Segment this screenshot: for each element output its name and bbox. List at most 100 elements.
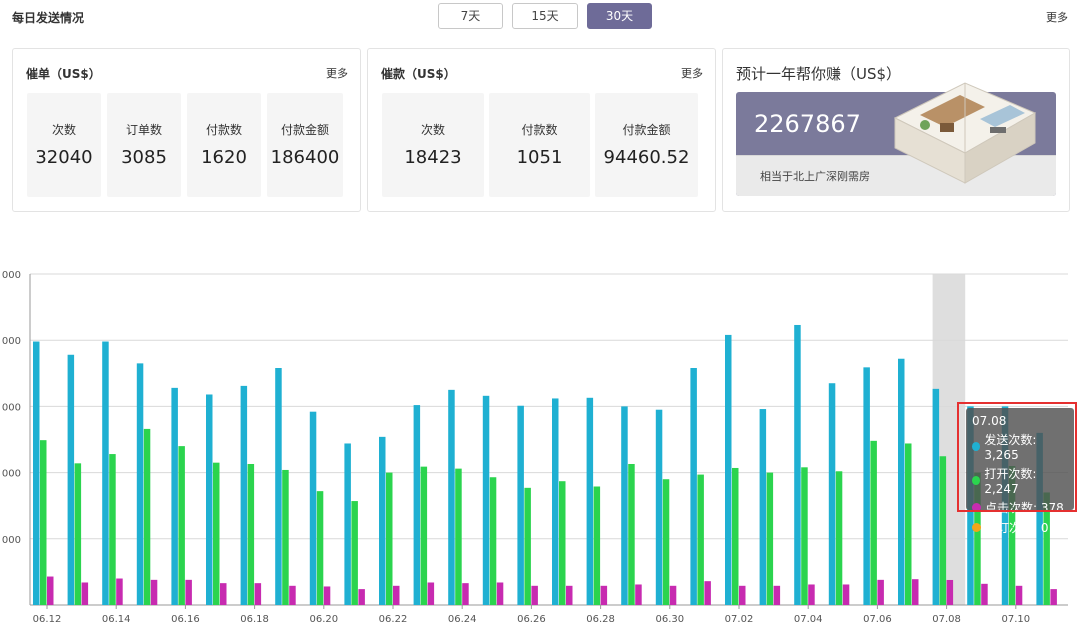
stat-label: 订单数 <box>125 123 162 137</box>
x-tick-label: 06.30 <box>655 614 684 625</box>
bar-点击次数-07.04 <box>808 584 815 605</box>
card-more-link[interactable]: 更多 <box>326 67 348 80</box>
x-tick-label: 06.12 <box>33 614 62 625</box>
card-cuikuan: 催款（US$） 更多 次数 18423 付款数 1051 付款金额 94460.… <box>367 48 716 212</box>
stat-value: 32040 <box>35 147 93 168</box>
bar-点击次数-07.09 <box>981 583 988 605</box>
bar-打开次数-06.27 <box>559 481 566 605</box>
bar-打开次数-07.05 <box>835 471 843 605</box>
stat-value: 1051 <box>516 147 563 168</box>
card-more-link[interactable]: 更多 <box>681 67 703 80</box>
bar-打开次数-07.06 <box>870 440 877 605</box>
bar-发送次数-06.13 <box>67 354 75 605</box>
bar-发送次数-06.26 <box>517 405 524 605</box>
bar-发送次数-06.23 <box>413 405 421 605</box>
legend-dot-open <box>972 476 981 485</box>
bar-点击次数-06.21 <box>358 589 365 605</box>
card-title: 催款（US$） <box>381 67 456 81</box>
tooltip-row-open: 打开次数: 2,247 <box>972 465 1068 496</box>
bar-点击次数-06.23 <box>427 582 435 605</box>
bar-发送次数-06.27 <box>552 398 559 605</box>
bar-发送次数-06.15 <box>136 363 144 605</box>
bar-打开次数-07.08 <box>939 456 947 605</box>
bar-发送次数-06.28 <box>586 397 594 605</box>
stat-box: 付款金额 186400 <box>267 93 343 197</box>
daily-send-chart: 000 000 000 000 000 06.12 06.14 06.16 06.18 06.20… <box>2 270 1068 625</box>
bar-发送次数-07.01 <box>690 368 697 605</box>
bar-发送次数-06.19 <box>275 368 282 605</box>
stat-value: 94460.52 <box>603 147 690 168</box>
bar-点击次数-06.17 <box>220 583 227 605</box>
more-link[interactable]: 更多 <box>1046 11 1068 24</box>
bar-发送次数-06.22 <box>379 436 386 605</box>
legend-dot-click <box>972 503 981 512</box>
y-tick-label: 000 <box>2 402 21 413</box>
x-tick-label: 07.10 <box>1001 614 1030 625</box>
bar-点击次数-07.03 <box>773 585 781 605</box>
page-title: 每日发送情况 <box>12 11 85 25</box>
bar-点击次数-06.19 <box>289 585 296 605</box>
tooltip-unsub: 退订次数: 0 <box>985 521 1049 535</box>
stat-label: 付款数 <box>205 123 242 137</box>
card-title: 催单（US$） <box>26 67 101 81</box>
bar-点击次数-07.11 <box>1050 589 1057 605</box>
bar-发送次数-07.04 <box>794 324 801 605</box>
bar-发送次数-06.29 <box>621 406 628 605</box>
bar-打开次数-06.30 <box>662 479 670 605</box>
bar-点击次数-06.12 <box>47 576 54 605</box>
bar-发送次数-07.02 <box>725 334 732 605</box>
bar-打开次数-06.20 <box>316 491 324 605</box>
bar-打开次数-07.03 <box>766 472 774 605</box>
y-tick-label: 000 <box>2 535 21 546</box>
card-title: 预计一年帮你赚（US$） <box>736 65 902 83</box>
range-7-days-button[interactable]: 7天 <box>438 3 503 29</box>
bar-发送次数-07.11 <box>1036 432 1043 605</box>
bar-打开次数-07.07 <box>905 443 912 605</box>
bar-点击次数-07.05 <box>842 584 850 605</box>
bar-打开次数-06.24 <box>455 468 462 605</box>
bar-发送次数-06.21 <box>344 443 351 605</box>
bar-打开次数-06.28 <box>593 486 601 605</box>
bar-点击次数-06.18 <box>254 583 262 605</box>
bar-点击次数-06.22 <box>393 585 400 605</box>
stat-value: 18423 <box>404 147 462 168</box>
x-tick-label: 07.06 <box>863 614 892 625</box>
x-tick-label: 06.18 <box>240 614 269 625</box>
stat-label: 付款数 <box>521 123 558 137</box>
bar-点击次数-06.20 <box>323 586 331 605</box>
bar-打开次数-06.29 <box>628 463 635 605</box>
tooltip-open: 打开次数: 2,247 <box>984 467 1037 496</box>
bar-打开次数-06.22 <box>386 472 393 605</box>
bar-打开次数-07.01 <box>697 474 704 605</box>
bar-打开次数-07.02 <box>732 467 739 605</box>
stat-label: 次数 <box>51 123 76 137</box>
bar-发送次数-06.16 <box>171 387 178 605</box>
range-15-days-button[interactable]: 15天 <box>512 3 578 29</box>
x-tick-label: 06.22 <box>379 614 408 625</box>
bar-打开次数-06.16 <box>178 446 185 605</box>
stat-label: 次数 <box>420 123 445 137</box>
bar-点击次数-07.02 <box>739 585 746 605</box>
bar-发送次数-06.18 <box>240 385 248 605</box>
earnings-note: 相当于北上广深刚需房 <box>760 170 870 183</box>
x-tick-label: 07.04 <box>794 614 823 625</box>
stat-box: 付款数 1051 <box>489 93 590 197</box>
y-tick-label: 000 <box>2 469 21 480</box>
legend-dot-unsub <box>972 523 981 532</box>
bar-发送次数-07.07 <box>898 358 905 605</box>
stat-label: 付款金额 <box>280 123 329 137</box>
x-tick-label: 06.28 <box>586 614 615 625</box>
tooltip-row-unsub: 退订次数: 0 <box>972 519 1068 536</box>
bar-点击次数-07.06 <box>877 579 884 605</box>
bar-打开次数-07.11 <box>1043 492 1050 605</box>
range-30-days-button[interactable]: 30天 <box>587 3 652 29</box>
bar-打开次数-06.14 <box>109 454 116 605</box>
stat-box: 次数 18423 <box>382 93 484 197</box>
bar-打开次数-07.09 <box>974 472 981 605</box>
bar-打开次数-06.21 <box>351 501 358 605</box>
stat-value: 186400 <box>270 147 340 168</box>
bar-点击次数-06.16 <box>185 579 192 605</box>
bar-打开次数-06.23 <box>420 466 428 605</box>
bar-发送次数-06.17 <box>206 394 213 605</box>
x-tick-label: 07.08 <box>932 614 961 625</box>
